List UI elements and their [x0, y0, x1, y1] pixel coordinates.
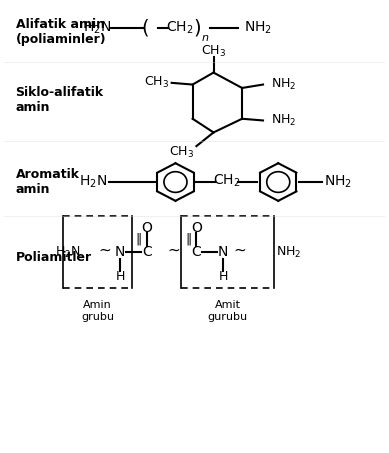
- Text: N: N: [218, 245, 228, 259]
- Text: ): ): [194, 19, 202, 38]
- Text: Amin
grubu: Amin grubu: [81, 300, 114, 322]
- Text: $\mathregular{NH_2}$: $\mathregular{NH_2}$: [324, 174, 352, 190]
- Text: $\mathregular{NH_2}$: $\mathregular{NH_2}$: [244, 20, 272, 36]
- Text: Amit
gurubu: Amit gurubu: [208, 300, 248, 322]
- Text: (: (: [141, 19, 149, 38]
- Text: C: C: [142, 245, 152, 259]
- Text: ~: ~: [99, 243, 111, 258]
- Text: $\mathregular{CH_2}$: $\mathregular{CH_2}$: [213, 172, 241, 188]
- Text: $\mathregular{H_2N}$: $\mathregular{H_2N}$: [55, 245, 80, 260]
- Text: ‖: ‖: [135, 233, 142, 246]
- Text: Poliamitler: Poliamitler: [16, 251, 92, 264]
- Text: O: O: [142, 221, 152, 235]
- Text: $\mathregular{H_2N}$: $\mathregular{H_2N}$: [79, 174, 107, 190]
- Text: C: C: [191, 245, 201, 259]
- Text: ~: ~: [167, 243, 180, 258]
- Text: H: H: [116, 270, 125, 283]
- Text: $\mathregular{CH_3}$: $\mathregular{CH_3}$: [144, 75, 169, 91]
- Text: ‖: ‖: [185, 233, 191, 246]
- Text: $\mathregular{H_2N}$: $\mathregular{H_2N}$: [82, 20, 111, 36]
- Text: N: N: [115, 245, 126, 259]
- Text: Aromatik
amin: Aromatik amin: [16, 168, 80, 196]
- Text: $\mathregular{CH_2}$: $\mathregular{CH_2}$: [166, 20, 193, 36]
- Text: $\mathregular{NH_2}$: $\mathregular{NH_2}$: [276, 245, 302, 260]
- Text: $\mathregular{CH_3}$: $\mathregular{CH_3}$: [201, 44, 226, 59]
- Text: ~: ~: [234, 243, 247, 258]
- Text: $\mathregular{CH_3}$: $\mathregular{CH_3}$: [168, 145, 194, 160]
- Text: O: O: [191, 221, 202, 235]
- Text: n: n: [202, 33, 209, 43]
- Text: H: H: [218, 270, 228, 283]
- Text: Siklo-alifatik
amin: Siklo-alifatik amin: [16, 86, 104, 114]
- Text: $\mathregular{NH_2}$: $\mathregular{NH_2}$: [271, 113, 296, 128]
- Text: Alifatik amin
(poliaminler): Alifatik amin (poliaminler): [16, 18, 106, 46]
- Text: $\mathregular{NH_2}$: $\mathregular{NH_2}$: [271, 77, 296, 92]
